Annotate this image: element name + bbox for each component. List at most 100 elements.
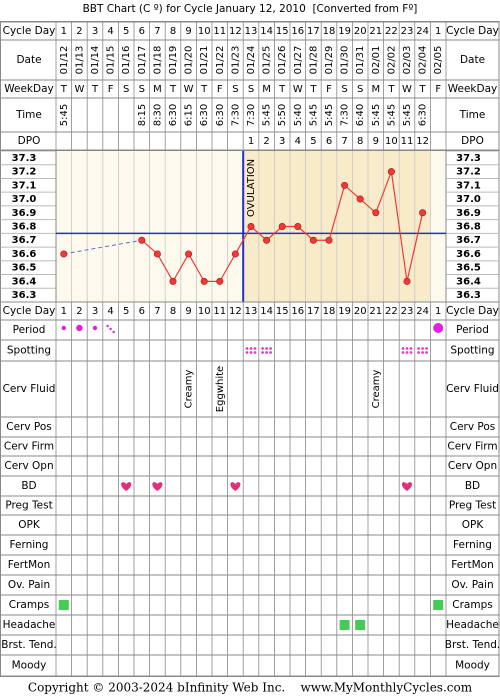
date: 01/15 [106,46,117,75]
row-label: Cycle Day [446,25,499,37]
date: 01/20 [184,46,195,75]
cycle-day: 19 [338,26,351,37]
temperature-point [309,236,317,244]
cycle-day: 3 [92,306,98,317]
weekday: T [200,84,208,95]
cycle-day: 23 [401,306,414,317]
temperature-point [231,250,239,258]
cycle-day: 21 [369,26,382,37]
weekday: M [262,84,271,95]
spotting-dot [265,351,268,354]
spotting-dot [409,347,413,350]
time: 5:40 [293,104,304,126]
symptom-square [355,620,366,630]
cycle-day: 19 [338,306,351,317]
row-label: Headache [446,619,499,631]
time: 6:30 [215,104,226,126]
date: 01/27 [293,46,304,75]
weekday: F [326,84,332,95]
time: 6:40 [355,104,366,126]
weekday: F [108,84,114,95]
spotting-dot [425,351,428,354]
y-tick-label: 37.0 [12,194,37,205]
dpo: 9 [373,136,379,147]
time: 8:15 [137,104,148,126]
y-tick-label: 36.5 [12,263,37,274]
temperature-point [403,277,411,285]
row-label: Cerv Fluid [3,383,56,395]
cycle-day: 14 [260,26,273,37]
spotting-dot [417,351,420,354]
cycle-day: 8 [170,306,176,317]
time: 5:45 [371,104,382,126]
temperature-point [387,168,395,176]
footer: Copyright © 2003-2024 bInfinity Web Inc.… [28,681,473,695]
row-label: Cerv Fluid [446,383,499,395]
temperature-point [356,195,364,203]
period-speck [109,327,112,331]
weekday: S [232,84,238,95]
cycle-day: 3 [92,26,98,37]
row-label: BD [21,480,36,492]
time: 5:45 [386,104,397,126]
row-label: Period [13,324,46,336]
cycle-day: 21 [369,306,382,317]
cycle-day: 5 [123,306,129,317]
cerv-fluid: Creamy [184,370,195,409]
weekday: S [139,84,145,95]
weekday: S [357,84,363,95]
dpo: 8 [357,136,363,147]
dpo: 1 [248,136,254,147]
row-label: Cramps [452,599,492,611]
date: 01/24 [246,46,257,75]
bd-heart [230,482,241,491]
weekday: W [402,84,412,95]
cycle-day: 18 [323,306,336,317]
cycle-day: 16 [291,306,304,317]
row-label: Cerv Opn [448,460,497,472]
temperature-point [60,250,68,258]
temperature-point [216,277,224,285]
dpo: 2 [263,136,269,147]
cycle-day: 5 [123,26,129,37]
spotting-dot [405,351,409,354]
y-tick-label: 36.4 [12,276,37,287]
dpo: 10 [385,136,398,147]
cycle-day: 2 [76,26,82,37]
temperature-point [419,209,427,217]
weekday: W [184,84,194,95]
row-label: Preg Test [449,500,496,512]
dpo: 7 [341,136,347,147]
spotting-dot [409,351,413,354]
cycle-day: 4 [107,26,113,37]
y-tick-label: 36.9 [456,208,481,219]
time: 5:45 [324,104,335,126]
date: 01/21 [199,46,210,75]
cycle-day: 9 [185,306,191,317]
time: 8:30 [152,104,163,126]
date: 01/18 [152,46,163,75]
date: 01/22 [215,46,226,75]
row-label: DPO [18,135,41,147]
spotting-dot [269,351,272,354]
spotting-dot [261,347,264,350]
time: 6:30 [168,104,179,126]
row-label: Time [459,109,486,121]
time: 5:45 [308,104,319,126]
cycle-day: 10 [198,306,211,317]
period-dot [92,325,98,331]
y-tick-label: 37.2 [456,167,481,178]
row-label: Brst. Tend. [445,639,500,651]
time: 5:45 [402,104,413,126]
time: 5:45 [59,104,70,126]
row-label: Moody [455,660,490,672]
chart-bg-next [430,151,446,302]
period-dot [76,324,83,332]
row-label: Period [456,324,489,336]
cycle-day: 22 [385,306,398,317]
cycle-day: 15 [276,26,289,37]
cycle-day: 1 [435,26,441,37]
temperature-point [185,250,193,258]
weekday: T [278,84,286,95]
y-tick-label: 37.1 [12,180,37,191]
